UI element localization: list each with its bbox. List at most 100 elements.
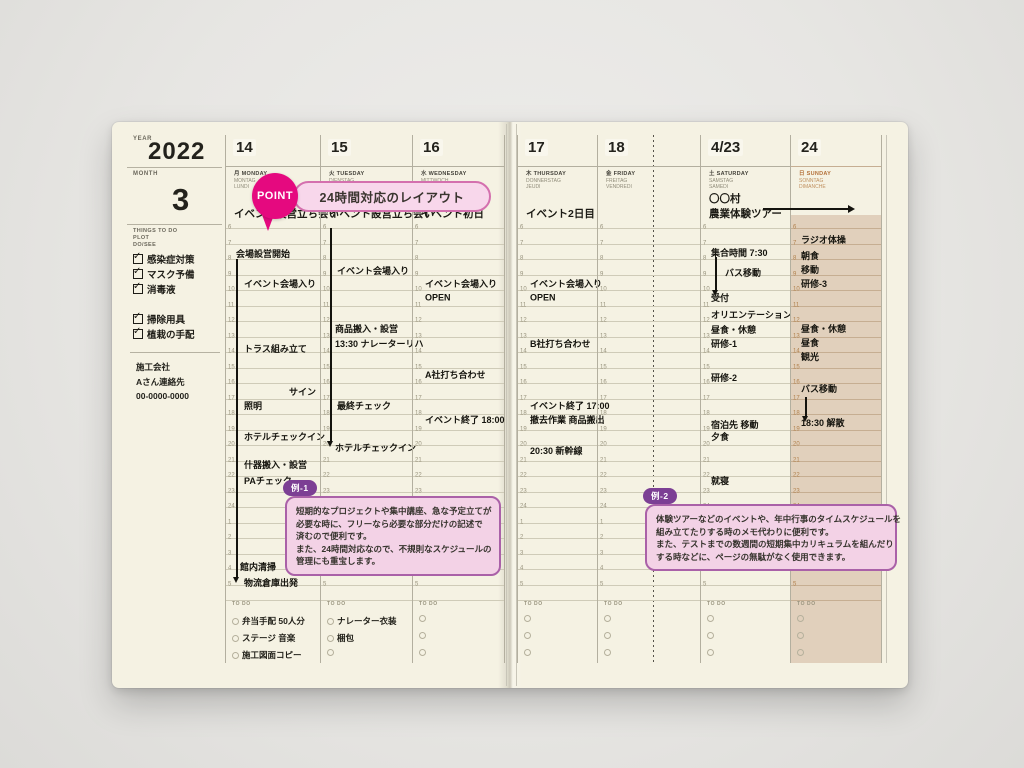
hour-label: 9: [600, 271, 604, 278]
center-fold: [498, 122, 522, 688]
hour-label: 3: [600, 550, 604, 557]
hour-label: 14: [323, 348, 330, 355]
hour-label: 10: [703, 286, 710, 293]
todo-item-label: ナレーター衣装: [337, 616, 397, 626]
header-line: [598, 166, 654, 167]
grid-line: [653, 352, 700, 353]
grid-line: [598, 259, 654, 260]
hour-label: 16: [415, 379, 422, 386]
todo-item: [797, 615, 807, 622]
todo-item: [604, 649, 614, 656]
hour-label: 11: [520, 302, 527, 309]
grid-line: [653, 491, 700, 493]
grid-line: [653, 259, 700, 260]
grid-line: [321, 460, 413, 462]
todo-bullet-circle: [524, 632, 531, 639]
hour-label: 10: [228, 286, 235, 293]
hour-label: 3: [520, 550, 524, 557]
event-entry: サイン: [288, 387, 316, 398]
event-entry: 研修-1: [711, 339, 738, 350]
grid-line: [413, 321, 504, 322]
checklist-item: 消毒液: [133, 281, 176, 296]
grid-line: [518, 305, 598, 307]
weekday-name-de: DONNERSTAG: [526, 178, 561, 184]
grid-line: [226, 445, 321, 446]
hour-label: 21: [793, 457, 800, 464]
grid-line: [701, 460, 791, 462]
hour-label: 5: [600, 581, 604, 588]
grid-line: [226, 336, 321, 338]
hour-label: 16: [600, 379, 607, 386]
grid-line: [321, 352, 413, 353]
event-entry: イベント会場入り: [244, 278, 317, 289]
grid-line: [321, 321, 413, 322]
date-number: 24: [798, 139, 821, 156]
grid-line: [518, 584, 598, 586]
hour-label: 10: [600, 286, 607, 293]
grid-line: [701, 445, 791, 446]
grid-line: [413, 584, 504, 586]
event-entry: 研修-3: [801, 278, 828, 289]
duration-arrow-line: [236, 259, 238, 579]
hour-label: 15: [415, 364, 422, 371]
duration-arrow-line: [330, 228, 332, 442]
checked-checkbox-icon: [133, 311, 143, 324]
hour-label: 5: [415, 581, 419, 588]
hour-label: 17: [793, 395, 800, 402]
hour-label: 19: [520, 426, 527, 433]
arrow-down-icon: [712, 289, 719, 296]
arrow-down-icon: [802, 416, 809, 423]
todo-bullet-circle: [604, 649, 611, 656]
hour-label: 7: [520, 240, 524, 247]
grid-line: [598, 228, 654, 229]
hour-label: 12: [323, 317, 330, 324]
hour-label: 16: [520, 379, 527, 386]
grid-line: [226, 259, 321, 260]
grid-line: [518, 398, 598, 400]
grid-line: [653, 429, 700, 431]
grid-line: [701, 398, 791, 400]
grid-line: [598, 243, 654, 245]
all-day-note-line: イベント2日目: [526, 208, 595, 220]
hour-label: 13: [323, 333, 330, 340]
hour-label: 14: [703, 348, 710, 355]
grid-line: [653, 243, 700, 245]
grid-line: [598, 352, 654, 353]
contact-line: Aさん連絡先: [136, 377, 185, 387]
grid-line: [701, 352, 791, 353]
event-entry: イベント終了 18:00: [425, 415, 505, 426]
hour-label: 17: [520, 395, 527, 402]
weekday-labels: 土 SATURDAY SAMSTAG SAMEDI: [709, 171, 749, 190]
grid-line: [791, 383, 881, 384]
todo-bullet-circle: [524, 649, 531, 656]
grid-line: [791, 429, 881, 431]
grid-line: [653, 383, 700, 384]
event-entry: A社打ち合わせ: [425, 370, 486, 381]
hour-label: 23: [703, 488, 710, 495]
grid-line: [598, 305, 654, 307]
point-badge-label: POINT: [256, 190, 294, 202]
grid-line: [413, 259, 504, 260]
grid-line: [518, 522, 598, 524]
hour-label: 22: [600, 472, 607, 479]
example-callout-line: 必要な時に、フリーなら必要な部分だけの記述で: [296, 518, 483, 529]
right-margin-line: [886, 135, 887, 663]
hour-label: 8: [228, 255, 232, 262]
grid-line: [518, 538, 598, 539]
hour-label: 14: [415, 348, 422, 355]
hour-label: 5: [793, 581, 797, 588]
todo-bullet-circle: [707, 632, 714, 639]
event-entry: 什器搬入・設営: [244, 459, 308, 470]
grid-line: [226, 569, 321, 570]
grid-line: [518, 445, 598, 446]
grid-line: [653, 584, 700, 586]
weekday-name-en: 水 WEDNESDAY: [421, 171, 467, 177]
event-entry: 館内清掃: [240, 562, 277, 573]
date-number: 16: [420, 139, 443, 156]
grid-line: [791, 274, 881, 276]
hour-label: 17: [323, 395, 330, 402]
todo-item: [524, 615, 534, 622]
hour-label: 20: [703, 441, 710, 448]
grid-line: [653, 414, 700, 415]
hour-label: 21: [600, 457, 607, 464]
